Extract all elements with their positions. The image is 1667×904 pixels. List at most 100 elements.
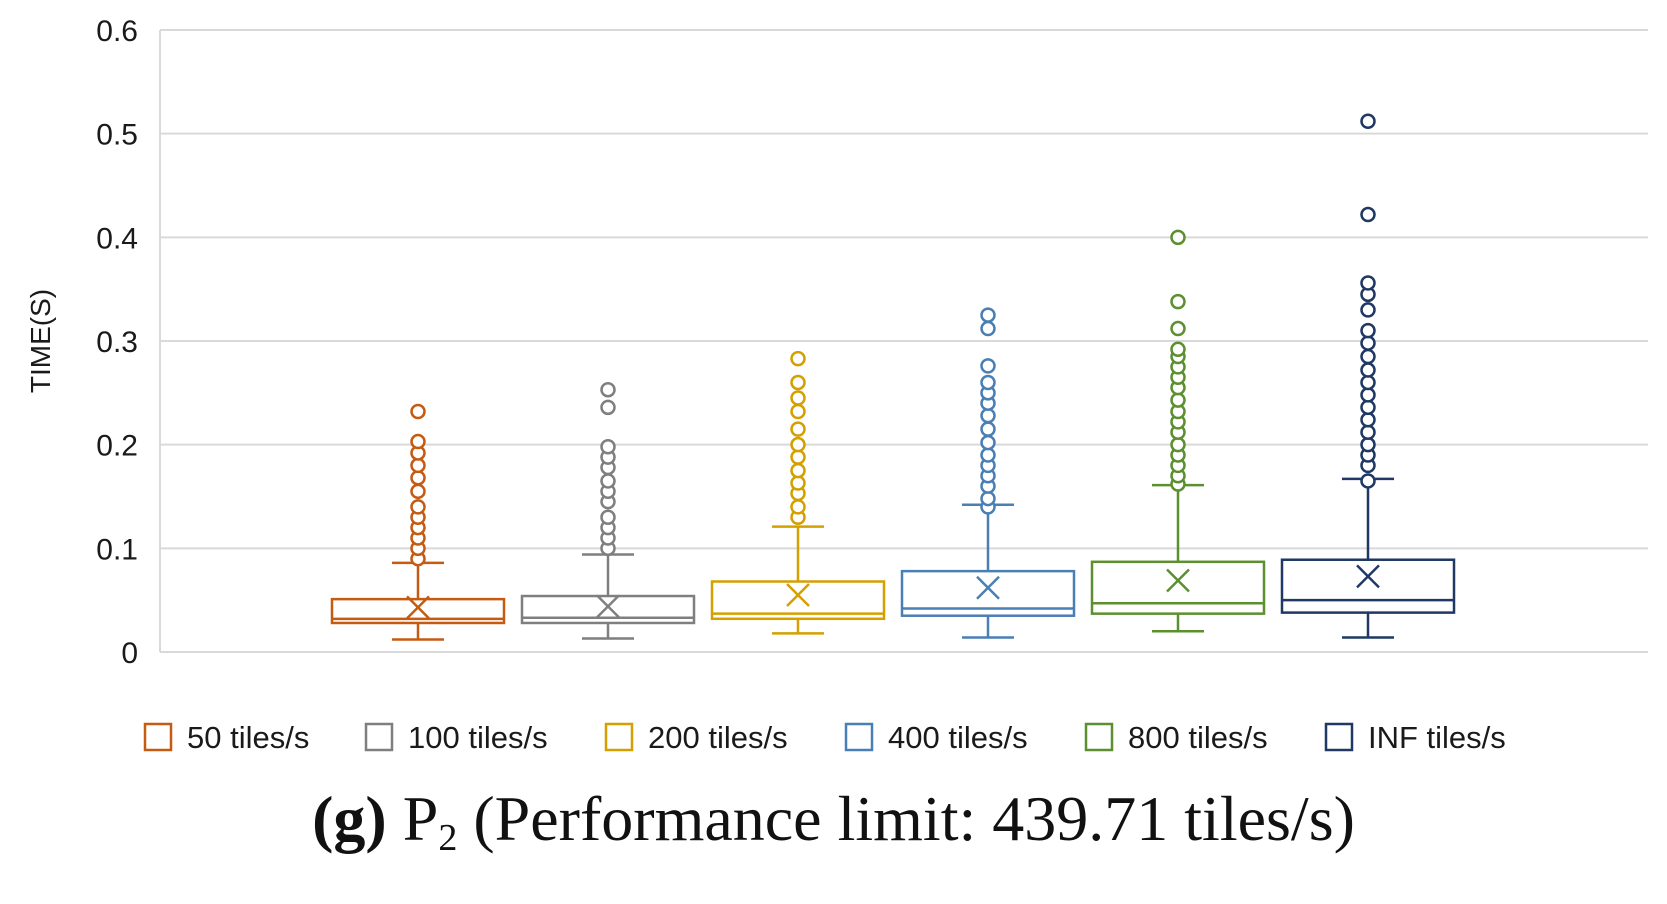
gridlines <box>159 29 1648 653</box>
outlier-point <box>1360 374 1376 391</box>
legend: 50 tiles/s 100 tiles/s 200 tiles/s 400 tile… <box>143 720 1506 755</box>
legend-item: 100 tiles/s <box>364 720 548 755</box>
outlier-point <box>1170 320 1186 337</box>
legend-label: INF tiles/s <box>1368 720 1506 755</box>
caption-symbol: P <box>402 783 439 854</box>
outlier-point <box>980 434 996 451</box>
box-series-item <box>900 307 1076 639</box>
box-series-item <box>520 381 696 640</box>
outlier-point <box>600 438 616 455</box>
outlier-point <box>410 483 426 500</box>
mean-marker <box>1166 568 1190 593</box>
outlier-point <box>1170 293 1186 310</box>
legend-swatch <box>143 722 173 752</box>
legend-label: 200 tiles/s <box>648 720 788 755</box>
legend-item: 400 tiles/s <box>844 720 1028 755</box>
legend-swatch <box>1324 722 1354 752</box>
y-tick-label: 0 <box>121 637 138 670</box>
outlier-point <box>1360 275 1376 291</box>
outlier-point <box>410 457 426 474</box>
outlier-point <box>980 490 996 507</box>
outlier-point <box>600 381 616 398</box>
outlier-point <box>790 403 806 420</box>
outlier-point <box>980 307 996 323</box>
outlier-point <box>410 499 426 515</box>
legend-swatch <box>844 722 874 752</box>
outlier-point <box>410 433 426 450</box>
y-tick-label: 0.3 <box>96 326 138 359</box>
legend-label: 100 tiles/s <box>408 720 548 755</box>
outlier-point <box>1170 392 1186 408</box>
outlier-point <box>1360 399 1376 416</box>
outlier-point <box>600 509 616 525</box>
outlier-point <box>1360 348 1376 365</box>
y-tick-label: 0.6 <box>96 15 138 48</box>
figure-caption: (g) P2 (Performance limit: 439.71 tiles/… <box>0 782 1667 860</box>
outlier-point <box>1360 302 1376 318</box>
mean-marker <box>786 583 810 607</box>
y-axis-title: TIME(S) <box>25 289 56 393</box>
outlier-point <box>790 475 806 491</box>
box-series-item <box>710 350 886 635</box>
outlier-point <box>600 473 616 489</box>
box-series-item <box>330 403 506 641</box>
iqr-box <box>1280 558 1456 614</box>
mean-marker <box>976 575 1000 600</box>
outlier-point <box>1170 341 1186 358</box>
outlier-point <box>790 462 806 479</box>
caption-letter: (g) <box>312 783 387 854</box>
outlier-point <box>980 374 996 391</box>
box-plot-chart: 0 0.1 0.2 0.3 0.4 0.5 0.6 TIME(S) 50 tiles/s 10… <box>25 15 1648 755</box>
outlier-point <box>1360 113 1376 129</box>
y-tick-label: 0.1 <box>96 533 138 566</box>
legend-item: INF tiles/s <box>1324 720 1506 755</box>
outlier-point <box>1360 322 1376 339</box>
mean-marker <box>406 595 430 620</box>
outlier-point <box>600 399 616 416</box>
outlier-point <box>410 470 426 486</box>
outlier-point <box>1360 335 1376 351</box>
box-series-item <box>1090 229 1266 633</box>
outlier-point <box>1360 206 1376 223</box>
legend-swatch <box>1084 722 1114 752</box>
outlier-point <box>790 499 806 515</box>
y-tick-label: 0.4 <box>96 222 138 255</box>
legend-label: 50 tiles/s <box>187 720 309 755</box>
legend-item: 800 tiles/s <box>1084 720 1268 755</box>
y-axis-ticks: 0 0.1 0.2 0.3 0.4 0.5 0.6 <box>96 15 138 670</box>
outlier-point <box>1360 436 1376 453</box>
outlier-point <box>980 358 996 374</box>
box-series <box>330 113 1456 641</box>
legend-swatch <box>364 722 394 752</box>
iqr-box <box>330 597 506 625</box>
outlier-point <box>980 447 996 463</box>
outlier-point <box>1360 412 1376 428</box>
legend-label: 800 tiles/s <box>1128 720 1268 755</box>
mean-marker <box>1356 564 1380 589</box>
outlier-point <box>790 390 806 406</box>
outlier-point <box>790 449 806 465</box>
caption-subscript: 2 <box>438 817 458 859</box>
outlier-point <box>410 403 426 420</box>
legend-label: 400 tiles/s <box>888 720 1028 755</box>
outlier-point <box>1360 387 1376 403</box>
outlier-point <box>1170 436 1186 453</box>
outlier-point <box>980 421 996 437</box>
outlier-point <box>790 350 806 367</box>
outlier-point <box>1360 362 1376 378</box>
y-tick-label: 0.2 <box>96 430 138 463</box>
outlier-point <box>980 407 996 424</box>
outlier-point <box>790 436 806 453</box>
outlier-point <box>790 421 806 437</box>
outlier-point <box>790 374 806 391</box>
outlier-point <box>1360 473 1376 489</box>
legend-item: 200 tiles/s <box>604 720 788 755</box>
y-tick-label: 0.5 <box>96 119 138 152</box>
outlier-point <box>980 320 996 337</box>
legend-swatch <box>604 722 634 752</box>
mean-marker <box>596 594 620 619</box>
outlier-point <box>1360 424 1376 440</box>
caption-text: (Performance limit: 439.71 tiles/s) <box>473 783 1355 854</box>
outlier-point <box>1170 229 1186 246</box>
legend-item: 50 tiles/s <box>143 720 309 755</box>
